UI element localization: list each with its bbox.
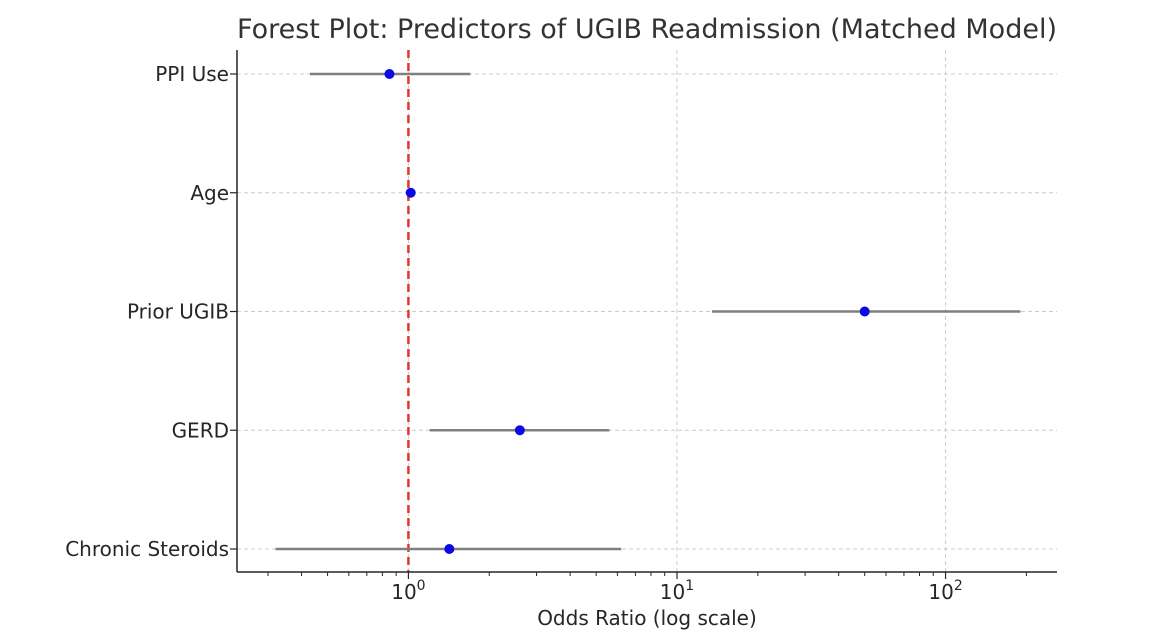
y-tick-labels: PPI Use Age Prior UGIB GERD Chronic Steroids: [65, 62, 229, 561]
or-point: [405, 187, 416, 198]
x-axis-label: Odds Ratio (log scale): [537, 606, 757, 630]
x-tick-label: 101: [660, 578, 694, 604]
or-point: [514, 425, 525, 436]
axes-layer: [230, 50, 1057, 579]
y-tick-label: PPI Use: [155, 62, 229, 86]
or-point: [384, 69, 395, 79]
y-tick-label: Age: [190, 181, 229, 205]
y-tick-label: GERD: [172, 418, 229, 442]
chart-title: Forest Plot: Predictors of UGIB Readmiss…: [237, 14, 1057, 45]
or-point: [444, 544, 455, 554]
or-point: [859, 306, 870, 317]
point-layer: [384, 69, 870, 554]
x-tick-labels: 100 101 102: [391, 578, 963, 604]
x-tick-label: 102: [928, 578, 962, 604]
y-tick-label: Prior UGIB: [127, 300, 229, 324]
x-tick-label: 100: [391, 578, 425, 604]
y-tick-label: Chronic Steroids: [65, 537, 229, 561]
